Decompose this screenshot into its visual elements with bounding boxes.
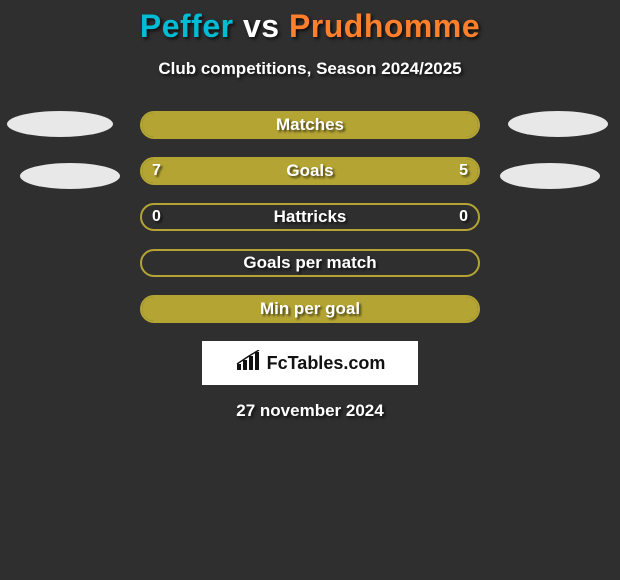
stat-bar [140, 295, 480, 323]
logo-box[interactable]: FcTables.com [202, 341, 418, 385]
stat-row-matches: Matches [140, 111, 480, 139]
infographic-container: Peffer vs Prudhomme Club competitions, S… [0, 0, 620, 580]
title-mid: vs [243, 8, 289, 44]
stat-bar [140, 203, 480, 231]
stat-oval-right-goals [500, 163, 600, 189]
date-line: 27 november 2024 [0, 401, 620, 421]
stat-oval-right-matches [508, 111, 608, 137]
stat-bar [140, 249, 480, 277]
stat-row-goals: Goals75 [140, 157, 480, 185]
subtitle: Club competitions, Season 2024/2025 [0, 59, 620, 79]
title-left: Peffer [140, 8, 234, 44]
stat-bar-fill [142, 297, 478, 321]
stat-bar [140, 111, 480, 139]
stat-bar-fill [142, 113, 478, 137]
stat-row-min-per-goal: Min per goal [140, 295, 480, 323]
stat-bar [140, 157, 480, 185]
bar-chart-icon [235, 350, 261, 377]
title-right: Prudhomme [289, 8, 480, 44]
stat-row-hattricks: Hattricks00 [140, 203, 480, 231]
stat-oval-left-goals [20, 163, 120, 189]
stat-row-goals-per-match: Goals per match [140, 249, 480, 277]
stat-oval-left-matches [7, 111, 113, 137]
comparison-title: Peffer vs Prudhomme [0, 8, 620, 45]
stats-area: Matches Goals75 Hattricks00 Goals per match… [0, 111, 620, 323]
stat-bars: Matches Goals75 Hattricks00 Goals per match… [0, 111, 620, 323]
logo-text: FcTables.com [267, 353, 386, 374]
stat-bar-fill [142, 159, 478, 183]
